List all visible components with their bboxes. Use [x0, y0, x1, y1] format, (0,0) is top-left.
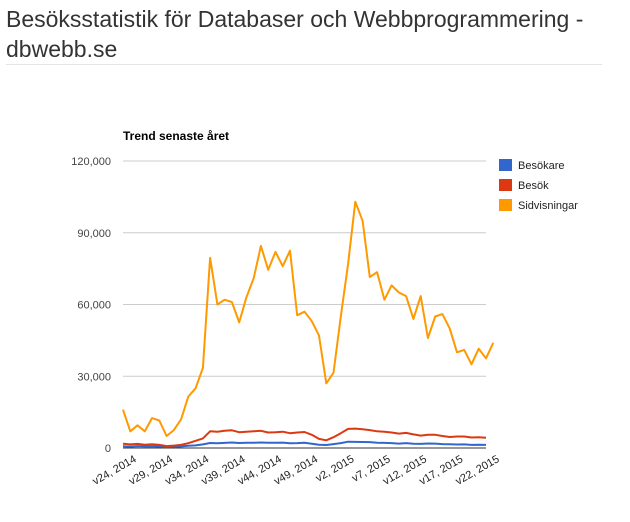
title-divider	[6, 64, 602, 65]
legend-swatch	[499, 159, 512, 171]
legend-label: Besök	[518, 180, 549, 192]
y-tick-label: 90,000	[77, 228, 111, 240]
y-tick-label: 30,000	[77, 371, 111, 383]
legend-label: Sidvisningar	[518, 200, 578, 212]
chart-series	[122, 200, 495, 448]
y-tick-label: 120,000	[71, 156, 111, 168]
legend-swatch	[499, 199, 512, 211]
chart-title: Trend senaste året	[123, 129, 229, 143]
series-line-1	[122, 427, 487, 448]
series-line-0	[122, 440, 487, 448]
y-axis-ticks: 0 30,000 60,000 90,000 120,000	[71, 156, 111, 455]
chart-gridlines	[123, 160, 486, 449]
y-tick-label: 60,000	[77, 300, 111, 312]
legend-label: Besökare	[518, 160, 564, 172]
chart-legend: Besökare Besök Sidvisningar	[499, 159, 578, 212]
page-title: Besöksstatistik för Databaser och Webbpr…	[6, 6, 584, 62]
legend-swatch	[499, 179, 512, 191]
x-tick-label: v2, 2015	[314, 453, 357, 484]
y-tick-label: 0	[105, 443, 111, 455]
series-line-2	[122, 200, 495, 437]
